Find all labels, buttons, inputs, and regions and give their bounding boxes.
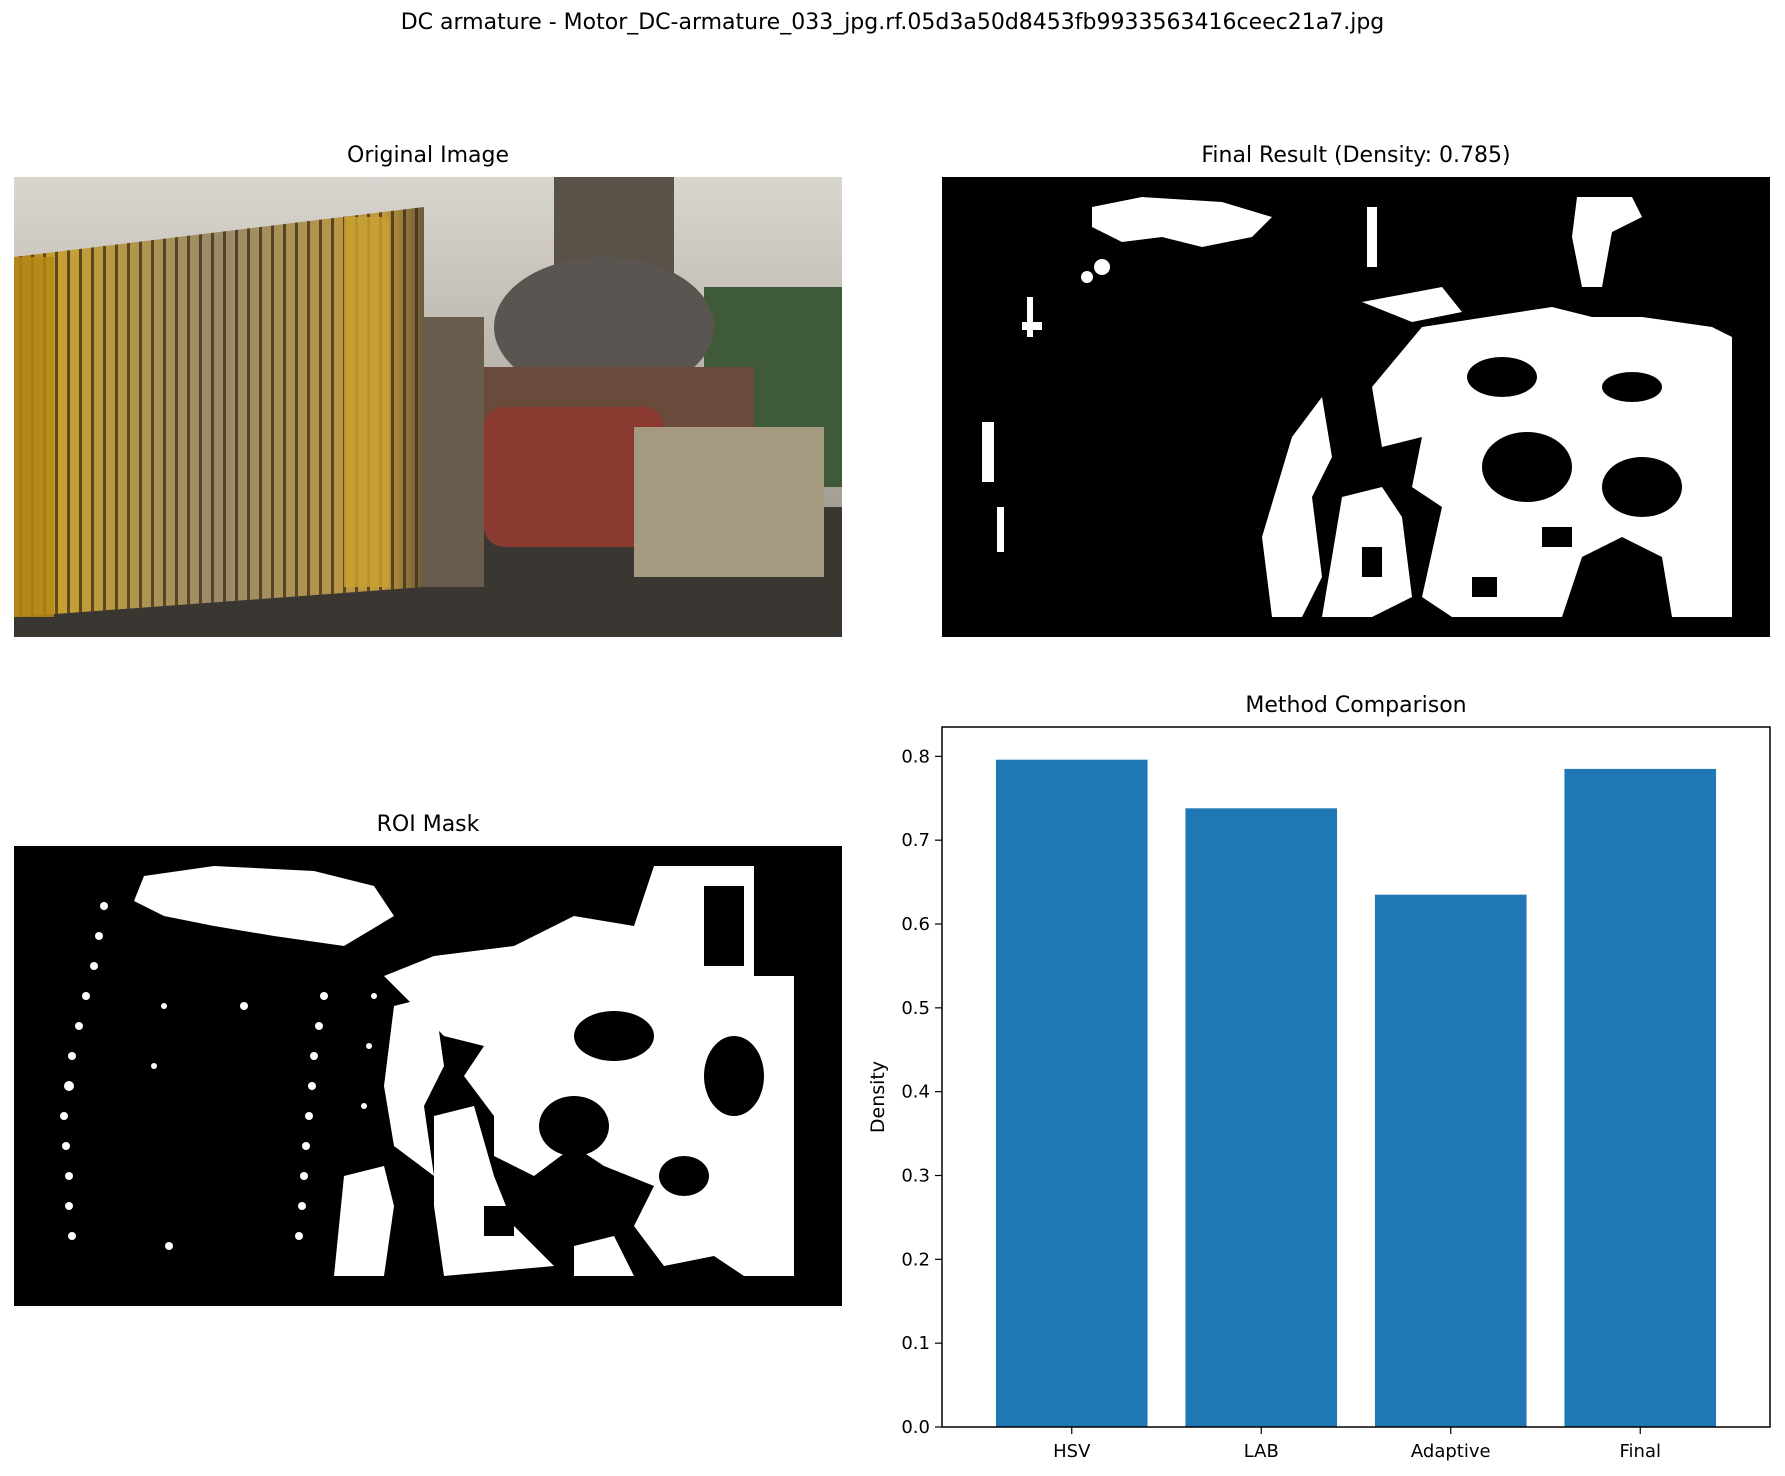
x-tick-label: Final bbox=[1620, 1441, 1661, 1462]
y-axis-label: Density bbox=[867, 1061, 889, 1133]
x-tick-label: Adaptive bbox=[1411, 1441, 1491, 1462]
y-tick-label: 0.4 bbox=[901, 1082, 930, 1103]
bar-adaptive bbox=[1374, 894, 1527, 1427]
final-result-mask-graphic bbox=[982, 197, 1732, 617]
x-tick-label: LAB bbox=[1244, 1441, 1279, 1462]
original-image bbox=[14, 177, 842, 637]
original-image-title: Original Image bbox=[347, 143, 509, 168]
x-tick-label: HSV bbox=[1053, 1441, 1091, 1462]
roi-mask bbox=[14, 846, 842, 1306]
final-result-title: Final Result (Density: 0.785) bbox=[1201, 143, 1511, 168]
comparison-title: Method Comparison bbox=[1245, 693, 1467, 718]
y-tick-label: 0.1 bbox=[901, 1333, 930, 1354]
y-tick-label: 0.3 bbox=[901, 1166, 930, 1187]
plot-area-frame bbox=[941, 726, 1771, 1428]
roi-mask-title: ROI Mask bbox=[376, 812, 480, 837]
roi-mask-graphic bbox=[60, 866, 794, 1276]
y-tick-label: 0.0 bbox=[901, 1417, 930, 1438]
y-tick-label: 0.7 bbox=[901, 830, 930, 851]
bar-lab bbox=[1185, 808, 1338, 1427]
y-tick-label: 0.5 bbox=[901, 998, 930, 1019]
y-tick-label: 0.2 bbox=[901, 1249, 930, 1270]
y-tick-label: 0.8 bbox=[901, 746, 930, 767]
y-tick-label: 0.6 bbox=[901, 914, 930, 935]
original-image-graphic bbox=[14, 177, 842, 637]
figure-suptitle: DC armature - Motor_DC-armature_033_jpg.… bbox=[400, 10, 1385, 35]
final-result-mask bbox=[942, 177, 1770, 637]
bar-final bbox=[1564, 768, 1717, 1427]
bar-hsv bbox=[995, 759, 1148, 1427]
